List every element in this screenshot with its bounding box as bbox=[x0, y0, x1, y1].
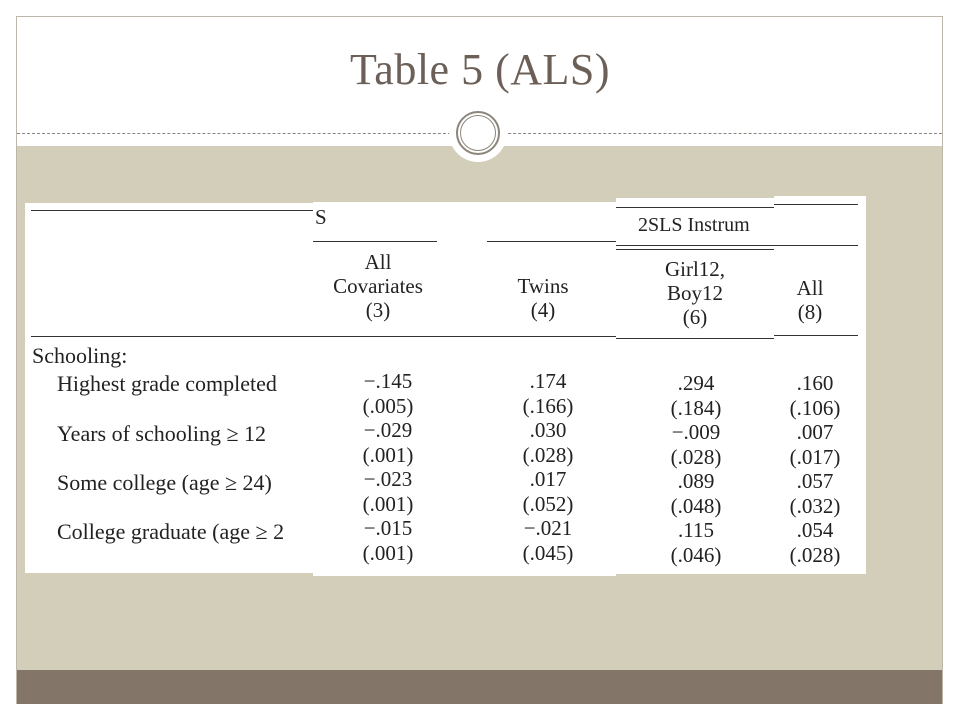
col6-header-line2: Boy12 bbox=[666, 281, 723, 305]
table-cell: .030 bbox=[529, 418, 567, 442]
col8-header-number: (8) bbox=[797, 300, 823, 324]
table-cell: .174 bbox=[529, 369, 567, 393]
col3-header-number: (3) bbox=[365, 298, 391, 322]
table-cell: (.001) bbox=[362, 442, 414, 467]
group-header-2sls: 2SLS Instrum bbox=[638, 214, 750, 236]
row-section-label: Schooling: bbox=[32, 343, 128, 368]
circle-ornament-icon bbox=[449, 104, 507, 162]
table-cell: (.048) bbox=[670, 493, 722, 518]
table-cell: (.052) bbox=[522, 491, 574, 516]
row-label-some-college: Some college (age ≥ 24) bbox=[57, 470, 272, 495]
table-cell: −.021 bbox=[523, 516, 573, 540]
table-cell: (.184) bbox=[670, 395, 722, 420]
table-row-labels-panel: Schooling: Highest grade completed Years… bbox=[25, 203, 317, 573]
col6-header-number: (6) bbox=[682, 305, 708, 329]
table-cell: (.032) bbox=[789, 493, 841, 518]
header-bottom-rule bbox=[616, 338, 774, 339]
table-cell: .294 bbox=[677, 371, 715, 395]
footer-bar bbox=[17, 670, 942, 704]
col3-header-line2: Covariates bbox=[333, 274, 423, 298]
table-panel-2sls: 2SLS Instrum Girl12, Boy12 (6) .294 (.184… bbox=[616, 198, 774, 574]
group-top-rule bbox=[774, 204, 858, 205]
group-rule bbox=[313, 241, 437, 242]
group-bottom-rule bbox=[774, 245, 858, 246]
col4-header-number: (4) bbox=[530, 298, 556, 322]
table-cell: (.001) bbox=[362, 491, 414, 516]
table-cell: −.009 bbox=[671, 420, 721, 444]
table-header-rule bbox=[31, 336, 317, 337]
row-label-years-schooling: Years of schooling ≥ 12 bbox=[57, 421, 267, 446]
table-cell: .054 bbox=[796, 518, 834, 542]
table-cell: (.028) bbox=[670, 444, 722, 469]
table-cell: −.145 bbox=[363, 369, 413, 393]
table-cell: .057 bbox=[796, 469, 834, 493]
table-cell: (.028) bbox=[789, 542, 841, 567]
group-bottom-rule-2 bbox=[616, 249, 774, 250]
table-cell: (.045) bbox=[522, 540, 574, 565]
group-rule-twins bbox=[487, 241, 616, 242]
table-cell: (.028) bbox=[522, 442, 574, 467]
table-panel-ols: S All Covariates (3) Twins (4) −.145 (.00… bbox=[313, 202, 616, 576]
row-label-college-graduate: College graduate (age ≥ 2 bbox=[57, 519, 285, 544]
header-bottom-rule bbox=[313, 336, 616, 337]
col4-header-line1: Twins bbox=[517, 274, 569, 298]
table-cell: .017 bbox=[529, 467, 567, 491]
table-cell: −.015 bbox=[363, 516, 413, 540]
group-top-rule bbox=[616, 207, 774, 208]
table-cell: (.166) bbox=[522, 393, 574, 418]
table-cell: (.001) bbox=[362, 540, 414, 565]
table-cell: .089 bbox=[677, 469, 715, 493]
col3-header-line1: All bbox=[364, 250, 392, 274]
table-cell: −.023 bbox=[363, 467, 413, 491]
table-cell: (.106) bbox=[789, 395, 841, 420]
row-label-highest-grade: Highest grade completed bbox=[57, 371, 277, 396]
table-cell: .007 bbox=[796, 420, 834, 444]
table-cell: (.017) bbox=[789, 444, 841, 469]
table-panel-all: All (8) .160 (.106) .007 (.017) .057 (.032) .0… bbox=[774, 196, 866, 574]
col8-header-line1: All bbox=[796, 276, 824, 300]
group-header-fragment: S bbox=[315, 205, 327, 229]
col6-header-line1: Girl12, bbox=[664, 257, 726, 281]
table-top-rule bbox=[31, 210, 317, 211]
table-cell: (.046) bbox=[670, 542, 722, 567]
slide-title: Table 5 (ALS) bbox=[349, 45, 610, 94]
header-bottom-rule bbox=[774, 335, 858, 336]
table-cell: .115 bbox=[678, 518, 714, 542]
table-cell: .160 bbox=[796, 371, 834, 395]
table-cell: (.005) bbox=[362, 393, 414, 418]
table-cell: −.029 bbox=[363, 418, 413, 442]
group-bottom-rule bbox=[616, 245, 774, 246]
